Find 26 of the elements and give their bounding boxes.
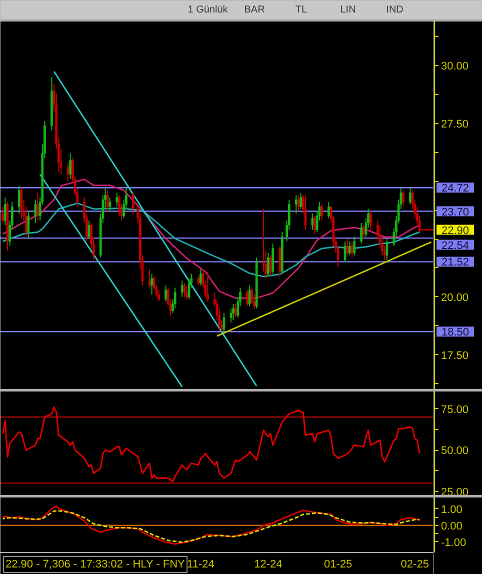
text: TL bbox=[295, 4, 308, 16]
x-tick-label: 11-24 bbox=[187, 558, 214, 570]
x-tick-label: 12-24 bbox=[254, 558, 282, 570]
text: IND bbox=[386, 4, 404, 16]
text: BAR bbox=[244, 4, 265, 16]
text: 1 Günlük bbox=[188, 4, 229, 16]
y-tick-label: 1.00 bbox=[441, 504, 462, 516]
y-tick-label: 75.00 bbox=[441, 404, 469, 416]
ref-line-label: 18.50 bbox=[442, 326, 470, 339]
y-tick-label: 0.00 bbox=[441, 520, 462, 532]
y-tick-label: 50.00 bbox=[441, 445, 469, 458]
ref-line-label: 22.54 bbox=[442, 240, 470, 252]
y-tick-label: 20.00 bbox=[441, 292, 469, 304]
x-tick-label: 01-25 bbox=[324, 558, 352, 570]
y-tick-label: 17.50 bbox=[441, 350, 469, 362]
ref-line-label: 21.52 bbox=[442, 256, 470, 269]
ref-line-label: 23.70 bbox=[442, 206, 470, 218]
text: 22.90 - 7,306 - 17:33:02 - HLY - FNY bbox=[6, 558, 186, 570]
annotation: 22.90 bbox=[442, 224, 470, 237]
y-tick-label: 25.00 bbox=[441, 486, 469, 498]
ref-line-label: 24.72 bbox=[442, 182, 470, 195]
y-tick-label: -1.00 bbox=[441, 536, 466, 549]
x-tick-label: 02-25 bbox=[400, 558, 429, 570]
y-tick-label: 30.00 bbox=[441, 60, 469, 72]
y-tick-label: 27.50 bbox=[441, 118, 469, 130]
text: LIN bbox=[340, 4, 356, 16]
